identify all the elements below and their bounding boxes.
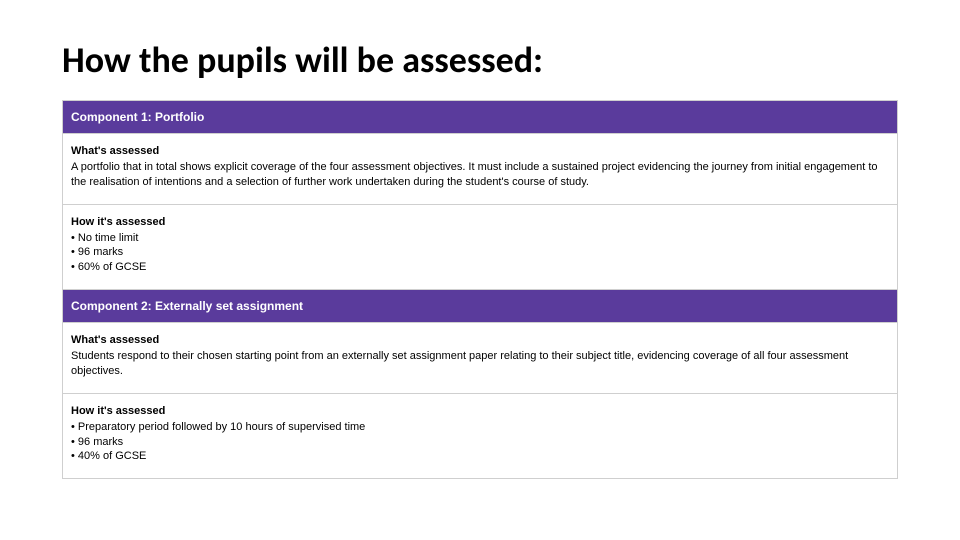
component-header: Component 1: Portfolio: [63, 101, 898, 134]
body-text: Students respond to their chosen startin…: [71, 350, 848, 377]
page-title: How the pupils will be assessed:: [62, 38, 898, 82]
component-header: Component 2: Externally set assignment: [63, 290, 898, 323]
table-row: Component 1: Portfolio: [63, 101, 898, 134]
bullet-item: 60% of GCSE: [71, 260, 889, 275]
table-row: How it's assessedNo time limit96 marks60…: [63, 204, 898, 289]
content-cell: What's assessed A portfolio that in total…: [63, 134, 898, 205]
content-cell: What's assessed Students respond to their…: [63, 323, 898, 394]
subhead: How it's assessed: [71, 215, 889, 230]
bullet-item: Preparatory period followed by 10 hours …: [71, 420, 889, 435]
table-row: How it's assessedPreparatory period foll…: [63, 393, 898, 478]
subhead: How it's assessed: [71, 404, 889, 419]
slide: How the pupils will be assessed: Compone…: [0, 0, 960, 499]
bullet-list: Preparatory period followed by 10 hours …: [71, 420, 889, 465]
assessment-table-body: Component 1: Portfolio What's assessed A p…: [63, 101, 898, 479]
content-cell: How it's assessedPreparatory period foll…: [63, 393, 898, 478]
bullet-item: 40% of GCSE: [71, 449, 889, 464]
bullet-item: 96 marks: [71, 245, 889, 260]
subhead: What's assessed: [71, 333, 889, 348]
content-cell: How it's assessedNo time limit96 marks60…: [63, 204, 898, 289]
bullet-item: No time limit: [71, 231, 889, 246]
bullet-item: 96 marks: [71, 435, 889, 450]
assessment-table: Component 1: Portfolio What's assessed A p…: [62, 100, 898, 479]
body-text: A portfolio that in total shows explicit…: [71, 161, 878, 188]
subhead: What's assessed: [71, 144, 889, 159]
table-row: What's assessed A portfolio that in total…: [63, 134, 898, 205]
bullet-list: No time limit96 marks60% of GCSE: [71, 231, 889, 276]
table-row: Component 2: Externally set assignment: [63, 290, 898, 323]
table-row: What's assessed Students respond to their…: [63, 323, 898, 394]
